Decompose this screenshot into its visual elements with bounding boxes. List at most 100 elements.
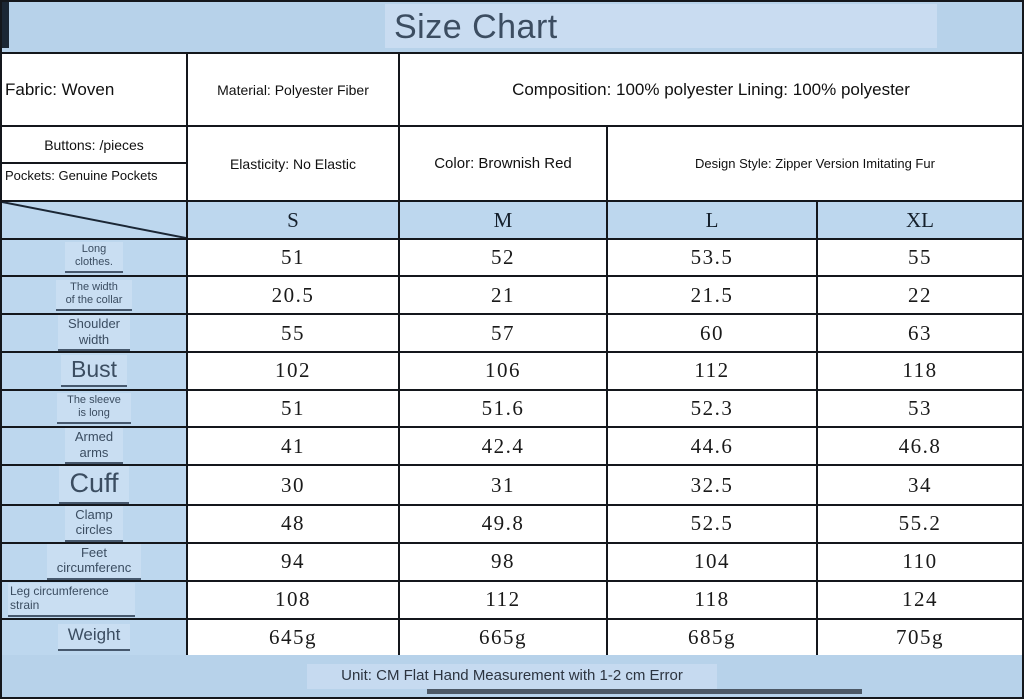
cell-value: 98 <box>400 543 608 581</box>
cell-value: 44.6 <box>608 428 818 465</box>
row-label-cell: The sleeve is long <box>2 390 188 427</box>
table-row: Weight 645g 665g 685g 705g <box>2 619 1022 656</box>
row-label: The sleeve is long <box>57 392 131 425</box>
title-highlight <box>385 4 937 48</box>
row-label-cell: Feet circumferenc <box>2 543 188 581</box>
row-label-cell: Bust <box>2 353 188 389</box>
cell-value: 41 <box>188 428 400 465</box>
size-header-m: M <box>400 202 608 238</box>
cell-value: 21.5 <box>608 277 818 313</box>
row-label: Leg circumference strain <box>8 582 135 617</box>
diagonal-corner-cell <box>2 202 188 238</box>
row-label: Weight <box>57 623 131 651</box>
size-table-rows: Long clothes. 51 52 53.5 55 The width of the co… <box>2 240 1022 656</box>
cell-value: 52.3 <box>608 390 818 427</box>
cell-value: 112 <box>400 582 608 618</box>
cell-value: 110 <box>818 543 1022 581</box>
table-row: Cuff 30 31 32.5 34 <box>2 466 1022 506</box>
page-title: Size Chart <box>394 8 558 46</box>
row-label-cell: Shoulder width <box>2 314 188 352</box>
header-row-details: Buttons: /pieces Pockets: Genuine Pocket… <box>2 127 1022 202</box>
cell-value: 665g <box>400 619 608 656</box>
cell-value: 63 <box>818 314 1022 352</box>
corner-decoration <box>2 2 9 48</box>
cell-value: 49.8 <box>400 505 608 542</box>
pockets-cell: Pockets: Genuine Pockets <box>5 168 158 183</box>
unit-note: Unit: CM Flat Hand Measurement with 1-2 … <box>307 663 717 689</box>
cell-value: 34 <box>818 466 1022 504</box>
row-label-cell: The width of the collar <box>2 277 188 313</box>
cell-value: 53.5 <box>608 240 818 276</box>
cell-value: 55.2 <box>818 505 1022 542</box>
header-row-fabric: Fabric: Woven Material: Polyester Fiber … <box>2 54 1022 127</box>
cell-value: 51 <box>188 240 400 276</box>
table-row: Bust 102 106 112 118 <box>2 353 1022 391</box>
cell-value: 20.5 <box>188 277 400 313</box>
footer-band: Unit: CM Flat Hand Measurement with 1-2 … <box>2 655 1022 697</box>
cell-value: 21 <box>400 277 608 313</box>
cell-value: 55 <box>818 240 1022 276</box>
row-label: Bust <box>60 354 128 388</box>
row-label: Cuff <box>59 466 129 504</box>
row-label: Feet circumferenc <box>46 543 142 581</box>
cell-value: 106 <box>400 353 608 389</box>
cell-value: 22 <box>818 277 1022 313</box>
size-header-xl: XL <box>906 207 934 232</box>
cell-value: 55 <box>188 314 400 352</box>
table-row: Clamp circles 48 49.8 52.5 55.2 <box>2 505 1022 544</box>
cell-value: 705g <box>818 619 1022 656</box>
cell-value: 124 <box>818 582 1022 618</box>
row-label-cell: Leg circumference strain <box>2 582 188 618</box>
cell-value: 46.8 <box>818 428 1022 465</box>
cell-value: 32.5 <box>608 466 818 504</box>
cell-value: 60 <box>608 314 818 352</box>
cell-value: 104 <box>608 543 818 581</box>
table-row: Leg circumference strain 108 112 118 124 <box>2 582 1022 620</box>
footer-underline-bar <box>427 689 862 694</box>
diagonal-line-icon <box>2 202 186 238</box>
cell-value: 118 <box>818 353 1022 389</box>
table-row: The sleeve is long 51 51.6 52.3 53 <box>2 390 1022 429</box>
table-row: Long clothes. 51 52 53.5 55 <box>2 240 1022 278</box>
size-header-row: S M L XL <box>2 202 1022 240</box>
elasticity-cell: Elasticity: No Elastic <box>188 127 400 200</box>
cell-value: 53 <box>818 390 1022 427</box>
design-style-cell: Design Style: Zipper Version Imitating F… <box>695 156 935 171</box>
size-header-s: S <box>188 202 400 238</box>
buttons-pockets-cell: Buttons: /pieces Pockets: Genuine Pocket… <box>2 127 188 200</box>
cell-value: 30 <box>188 466 400 504</box>
cell-value: 685g <box>608 619 818 656</box>
title-band: Size Chart <box>2 2 1022 54</box>
material-cell: Material: Polyester Fiber <box>188 54 400 125</box>
row-label-cell: Cuff <box>2 466 188 504</box>
cell-value: 48 <box>188 505 400 542</box>
cell-value: 112 <box>608 353 818 389</box>
cell-value: 645g <box>188 619 400 656</box>
row-label-cell: Long clothes. <box>2 240 188 276</box>
cell-value: 118 <box>608 582 818 618</box>
composition-cell: Composition: 100% polyester Lining: 100%… <box>512 79 910 99</box>
fabric-cell: Fabric: Woven <box>2 54 188 125</box>
row-label-cell: Armed arms <box>2 428 188 465</box>
color-cell: Color: Brownish Red <box>400 127 608 200</box>
cell-value: 94 <box>188 543 400 581</box>
size-header-l: L <box>608 202 818 238</box>
table-row: The width of the collar 20.5 21 21.5 22 <box>2 277 1022 315</box>
cell-value: 102 <box>188 353 400 389</box>
table-row: Armed arms 41 42.4 44.6 46.8 <box>2 428 1022 467</box>
row-label-cell: Clamp circles <box>2 505 188 542</box>
cell-value: 42.4 <box>400 428 608 465</box>
cell-value: 31 <box>400 466 608 504</box>
table-row: Shoulder width 55 57 60 63 <box>2 314 1022 354</box>
row-label: Long clothes. <box>65 242 123 274</box>
buttons-cell: Buttons: /pieces <box>2 127 186 164</box>
cell-value: 52 <box>400 240 608 276</box>
cell-value: 108 <box>188 582 400 618</box>
cell-value: 52.5 <box>608 505 818 542</box>
table-row: Feet circumferenc 94 98 104 110 <box>2 543 1022 583</box>
row-label: Clamp circles <box>65 505 123 542</box>
row-label-cell: Weight <box>2 619 188 656</box>
cell-value: 57 <box>400 314 608 352</box>
cell-value: 51.6 <box>400 390 608 427</box>
